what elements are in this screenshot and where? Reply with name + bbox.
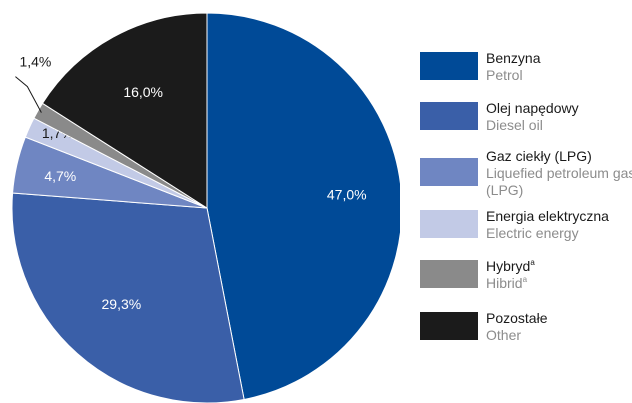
slice-label: 47,0% bbox=[327, 187, 367, 203]
legend-swatch-lpg bbox=[420, 158, 478, 186]
legend-swatch-other bbox=[420, 312, 478, 340]
footnote-marker: a bbox=[530, 258, 535, 267]
pie-slice bbox=[41, 12, 208, 209]
pie-svg: 47,0%29,3%4,7%1,7%1,4%16,0% bbox=[11, 12, 400, 403]
footnote-marker: a bbox=[522, 275, 528, 284]
slice-label: 4,7% bbox=[44, 168, 76, 184]
legend-label-pl: Hybryd bbox=[486, 258, 531, 274]
legend-label-pl: Benzyna bbox=[486, 50, 541, 66]
legend-label-en: Liquefied petroleum gas (LPG) bbox=[486, 165, 632, 198]
legend-label-en: Diesel oil bbox=[486, 117, 543, 133]
legend-swatch-electric bbox=[420, 210, 478, 238]
legend-swatch-petrol bbox=[420, 52, 478, 80]
legend-label-pl: Pozostałe bbox=[486, 310, 548, 326]
pie-slice bbox=[206, 12, 400, 401]
leader-line bbox=[15, 76, 42, 113]
legend-label-pl: Olej napędowy bbox=[486, 100, 579, 116]
legend-swatch-hybrid bbox=[420, 260, 478, 288]
legend-label-en: Petrol bbox=[486, 67, 523, 83]
legend-label-en: Hibrid bbox=[486, 275, 523, 291]
slice-label: 16,0% bbox=[123, 84, 163, 100]
legend-label-pl: Energia elektryczna bbox=[486, 208, 609, 224]
legend-label-pl: Gaz ciekły (LPG) bbox=[486, 148, 592, 164]
legend-label-en: Electric energy bbox=[486, 225, 579, 241]
slice-label: 1,4% bbox=[19, 54, 51, 70]
slice-label: 29,3% bbox=[102, 296, 142, 312]
legend-swatch-diesel bbox=[420, 102, 478, 130]
legend-label-en: Other bbox=[486, 327, 522, 343]
